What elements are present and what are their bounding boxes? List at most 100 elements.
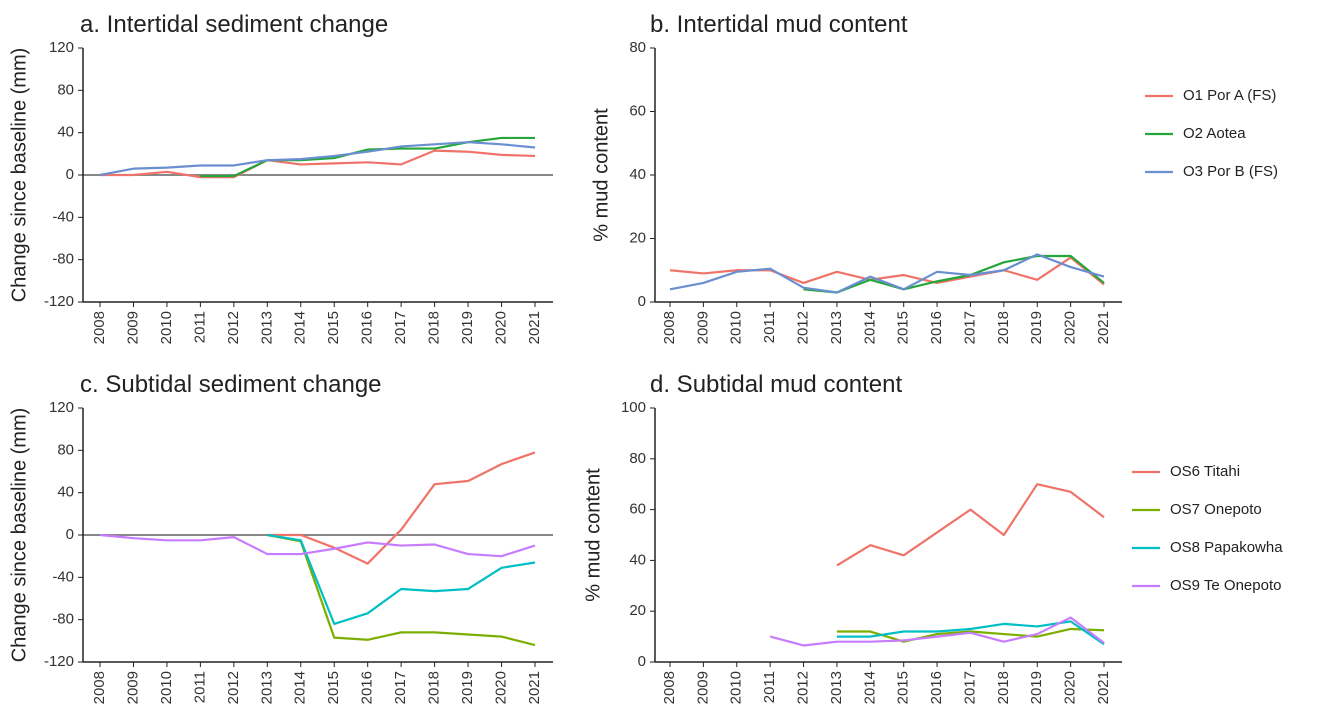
x-tick-label: 2021 — [1095, 671, 1112, 704]
x-tick-label: 2012 — [225, 671, 242, 704]
x-tick-label: 2016 — [928, 671, 945, 704]
x-tick-label: 2013 — [258, 311, 275, 344]
x-tick-label: 2009 — [124, 671, 141, 704]
y-tick-label: 60 — [629, 102, 646, 119]
x-tick-label: 2015 — [895, 671, 912, 704]
x-tick-label: 2021 — [526, 311, 543, 344]
x-tick-label: 2019 — [459, 311, 476, 344]
series-line — [99, 141, 536, 177]
x-tick-label: 2008 — [91, 311, 108, 344]
x-tick-label: 2013 — [258, 671, 275, 704]
x-tick-label: 2016 — [928, 311, 945, 344]
series-line — [99, 533, 536, 558]
series-line — [803, 254, 1105, 294]
x-tick-label: 2018 — [995, 671, 1012, 704]
y-tick-label: -40 — [52, 568, 74, 585]
x-tick-label: 2012 — [795, 671, 812, 704]
y-tick-label: 60 — [629, 501, 646, 518]
x-tick-label: 2021 — [1095, 311, 1112, 344]
legend-label: OS6 Titahi — [1170, 463, 1240, 480]
x-tick-label: 2008 — [661, 671, 678, 704]
x-tick-label: 2009 — [694, 311, 711, 344]
x-tick-label: 2009 — [124, 311, 141, 344]
x-tick-label: 2017 — [961, 671, 978, 704]
series-line — [669, 256, 1105, 286]
x-tick-label: 2016 — [359, 671, 376, 704]
x-tick-label: 2015 — [325, 671, 342, 704]
x-tick-label: 2015 — [325, 311, 342, 344]
y-tick-label: 80 — [629, 39, 646, 56]
x-tick-label: 2010 — [158, 671, 175, 704]
y-tick-label: 0 — [638, 653, 646, 670]
x-tick-label: 2011 — [761, 671, 778, 703]
x-tick-label: 2016 — [359, 311, 376, 344]
panel-title: b. Intertidal mud content — [650, 11, 908, 38]
y-tick-label: -40 — [52, 208, 74, 225]
legend-label: O3 Por B (FS) — [1183, 163, 1278, 180]
y-tick-label: 80 — [57, 81, 74, 98]
x-tick-label: 2021 — [526, 671, 543, 704]
legend-label: OS7 Onepoto — [1170, 501, 1262, 518]
x-tick-label: 2018 — [426, 311, 443, 344]
x-tick-label: 2019 — [1028, 671, 1045, 704]
x-tick-label: 2020 — [493, 671, 510, 704]
x-tick-label: 2020 — [493, 311, 510, 344]
legend-label: OS8 Papakowha — [1170, 539, 1283, 556]
y-tick-label: 40 — [57, 484, 74, 501]
series-line — [200, 136, 535, 178]
y-tick-label: -80 — [52, 251, 74, 268]
legend-label: O2 Aotea — [1183, 125, 1246, 142]
x-tick-label: 2018 — [426, 671, 443, 704]
x-tick-label: 2015 — [895, 311, 912, 344]
x-tick-label: 2010 — [728, 671, 745, 704]
x-tick-label: 2017 — [392, 311, 409, 344]
y-tick-label: 0 — [66, 526, 74, 543]
y-tick-label: 120 — [49, 39, 74, 56]
y-tick-label: 40 — [629, 551, 646, 568]
y-tick-label: -120 — [44, 653, 74, 670]
panel-title: a. Intertidal sediment change — [80, 11, 388, 38]
y-tick-label: 40 — [57, 124, 74, 141]
series-line — [100, 149, 536, 179]
series-line — [769, 616, 1105, 647]
panel-title: c. Subtidal sediment change — [80, 371, 382, 398]
y-tick-label: 80 — [57, 441, 74, 458]
x-tick-label: 2011 — [191, 671, 208, 703]
y-tick-label: 100 — [621, 399, 646, 416]
y-tick-label: -120 — [44, 293, 74, 310]
legend-label: O1 Por A (FS) — [1183, 87, 1276, 104]
x-tick-label: 2020 — [1062, 311, 1079, 344]
series-line — [669, 253, 1105, 294]
y-axis-label: % mud content — [582, 468, 604, 602]
x-tick-label: 2019 — [1028, 311, 1045, 344]
y-tick-label: 0 — [638, 293, 646, 310]
y-tick-label: 40 — [629, 166, 646, 183]
x-tick-label: 2009 — [694, 671, 711, 704]
x-tick-label: 2013 — [828, 671, 845, 704]
x-tick-label: 2014 — [861, 311, 878, 344]
series-line — [267, 533, 536, 625]
x-tick-label: 2019 — [459, 671, 476, 704]
x-tick-label: 2011 — [191, 311, 208, 343]
x-tick-label: 2017 — [961, 311, 978, 344]
x-tick-label: 2012 — [795, 311, 812, 344]
x-tick-label: 2010 — [158, 311, 175, 344]
x-tick-label: 2018 — [995, 311, 1012, 344]
x-tick-label: 2014 — [861, 671, 878, 704]
y-tick-label: 20 — [629, 229, 646, 246]
y-axis-label: Change since baseline (mm) — [8, 48, 30, 303]
y-tick-label: -80 — [52, 611, 74, 628]
x-tick-label: 2014 — [292, 311, 309, 344]
y-tick-label: 120 — [49, 399, 74, 416]
y-tick-label: 80 — [629, 450, 646, 467]
legend-label: OS9 Te Onepoto — [1170, 577, 1281, 594]
y-axis-label: Change since baseline (mm) — [8, 408, 30, 663]
x-tick-label: 2017 — [392, 671, 409, 704]
y-tick-label: 0 — [66, 166, 74, 183]
x-tick-label: 2010 — [728, 311, 745, 344]
x-tick-label: 2008 — [661, 311, 678, 344]
series-line — [267, 533, 536, 647]
y-axis-label: % mud content — [590, 108, 612, 242]
y-tick-label: 20 — [629, 602, 646, 619]
